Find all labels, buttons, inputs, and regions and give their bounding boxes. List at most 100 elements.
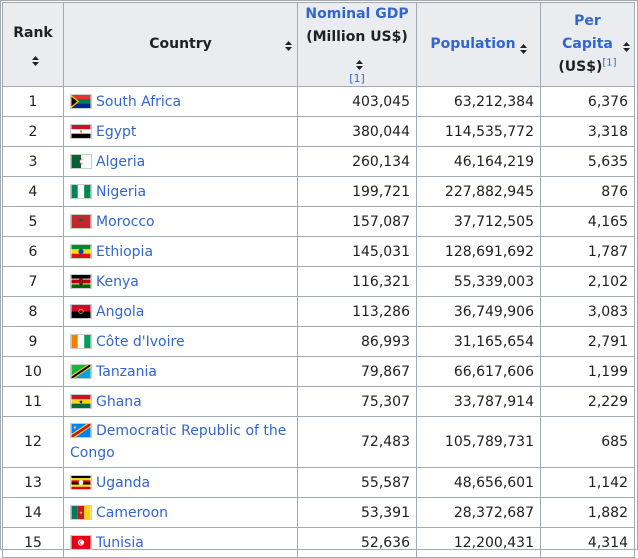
country-cell: Ethiopia — [63, 236, 298, 267]
country-cell: South Africa — [63, 86, 298, 117]
population-header-label[interactable]: Population — [430, 36, 516, 52]
country-link[interactable]: South Africa — [96, 93, 182, 110]
population-cell: 33,787,914 — [416, 386, 541, 417]
sort-arrows-icon[interactable] — [285, 36, 292, 51]
rank-cell: 7 — [2, 266, 64, 297]
rank-cell: 9 — [2, 326, 64, 357]
gdp-cell: 260,134 — [297, 146, 417, 177]
population-cell: 12,200,431 — [416, 527, 541, 558]
sort-arrows-icon[interactable] — [31, 51, 39, 66]
rank-cell: 8 — [2, 296, 64, 327]
gdp-cell: 380,044 — [297, 116, 417, 147]
dr-congo-flag-icon[interactable] — [70, 423, 92, 438]
population-cell: 46,164,219 — [416, 146, 541, 177]
algeria-flag-icon[interactable] — [70, 153, 92, 169]
gdp-cell: 53,391 — [297, 497, 417, 528]
gdp-cell: 75,307 — [297, 386, 417, 417]
gdp-header-line2: (Million US$) — [306, 29, 408, 45]
sort-arrows-icon[interactable] — [355, 55, 363, 70]
per-capita-cell: 1,199 — [540, 356, 635, 387]
country-link[interactable]: Ethiopia — [96, 243, 154, 260]
rank-cell: 1 — [2, 86, 64, 117]
country-link[interactable]: Angola — [96, 303, 145, 320]
sort-arrows-icon[interactable] — [519, 39, 527, 54]
country-link[interactable]: Nigeria — [96, 183, 147, 200]
gdp-cell: 79,867 — [297, 356, 417, 387]
egypt-flag-icon[interactable] — [70, 123, 92, 139]
sort-arrows-icon[interactable] — [623, 37, 630, 52]
table-row: 10 Tanzania 79,867 66,617,606 1,199 — [2, 356, 635, 387]
population-cell: 128,691,692 — [416, 236, 541, 267]
angola-flag-icon[interactable] — [70, 303, 92, 319]
cameroon-flag-icon[interactable] — [70, 504, 92, 520]
cote-divoire-flag-icon[interactable] — [70, 333, 92, 349]
gdp-header-line1[interactable]: Nominal GDP — [305, 6, 409, 22]
rank-cell: 12 — [2, 416, 64, 468]
population-cell: 48,656,601 — [416, 467, 541, 498]
population-cell: 105,789,731 — [416, 416, 541, 468]
gdp-cell: 145,031 — [297, 236, 417, 267]
country-link[interactable]: Kenya — [96, 273, 139, 290]
nigeria-flag-icon[interactable] — [70, 183, 92, 199]
country-cell: Nigeria — [63, 176, 298, 207]
rank-cell: 11 — [2, 386, 64, 417]
per-capita-cell: 3,318 — [540, 116, 635, 147]
table-row: 4 Nigeria 199,721 227,882,945 876 — [2, 176, 635, 207]
gdp-reference-link[interactable]: [1] — [349, 72, 365, 85]
per-capita-cell: 1,142 — [540, 467, 635, 498]
per-capita-header-line1[interactable]: Per — [574, 13, 601, 29]
gdp-cell: 157,087 — [297, 206, 417, 237]
rank-cell: 6 — [2, 236, 64, 267]
south-africa-flag-icon[interactable] — [70, 93, 92, 109]
country-link[interactable]: Cameroon — [96, 504, 169, 521]
country-header-label: Country — [149, 36, 212, 52]
tanzania-flag-icon[interactable] — [70, 363, 92, 379]
rank-header-label: Rank — [13, 24, 53, 41]
rank-cell: 3 — [2, 146, 64, 177]
table-row: 5 Morocco 157,087 37,712,505 4,165 — [2, 206, 635, 237]
morocco-flag-icon[interactable] — [70, 213, 92, 229]
gdp-column-header[interactable]: Nominal GDP (Million US$) [1] — [297, 2, 417, 87]
country-cell: Tunisia — [63, 527, 298, 558]
gdp-cell: 116,321 — [297, 266, 417, 297]
country-link[interactable]: Tunisia — [96, 534, 144, 551]
per-capita-header-line2[interactable]: Capita — [562, 36, 613, 52]
country-link[interactable]: Uganda — [96, 474, 151, 491]
country-column-header[interactable]: Country — [63, 2, 298, 87]
uganda-flag-icon[interactable] — [70, 474, 92, 490]
population-column-header[interactable]: Population — [416, 2, 541, 87]
per-capita-cell: 2,791 — [540, 326, 635, 357]
rank-cell: 2 — [2, 116, 64, 147]
per-capita-cell: 5,635 — [540, 146, 635, 177]
table-row: 15 Tunisia 52,636 12,200,431 4,314 — [2, 527, 635, 558]
population-cell: 227,882,945 — [416, 176, 541, 207]
table-header-row: Rank Country Nominal GDP (Million US$) [… — [2, 2, 635, 87]
per-capita-cell: 6,376 — [540, 86, 635, 117]
kenya-flag-icon[interactable] — [70, 273, 92, 289]
rank-column-header[interactable]: Rank — [2, 2, 64, 87]
tunisia-flag-icon[interactable] — [70, 534, 92, 550]
table-row: 12 Democratic Republic of the Congo 72,483… — [2, 416, 635, 468]
country-link[interactable]: Ghana — [96, 393, 142, 410]
table-body: 1 South Africa 403,045 63,212,384 6,376 2 Egyp… — [2, 86, 635, 558]
gdp-cell: 113,286 — [297, 296, 417, 327]
ethiopia-flag-icon[interactable] — [70, 243, 92, 259]
country-link[interactable]: Tanzania — [96, 363, 157, 380]
country-cell: Morocco — [63, 206, 298, 237]
gdp-cell: 86,993 — [297, 326, 417, 357]
gdp-cell: 72,483 — [297, 416, 417, 468]
country-link[interactable]: Egypt — [96, 123, 137, 140]
country-link[interactable]: Morocco — [96, 213, 155, 230]
country-cell: Democratic Republic of the Congo — [63, 416, 298, 468]
per-capita-reference-link[interactable]: [1] — [602, 57, 617, 69]
country-cell: Cameroon — [63, 497, 298, 528]
country-link[interactable]: Côte d'Ivoire — [96, 333, 185, 350]
country-link[interactable]: Democratic Republic of the Congo — [70, 423, 287, 461]
rank-cell: 14 — [2, 497, 64, 528]
rank-cell: 13 — [2, 467, 64, 498]
ghana-flag-icon[interactable] — [70, 393, 92, 409]
rank-cell: 4 — [2, 176, 64, 207]
country-link[interactable]: Algeria — [96, 153, 146, 170]
per-capita-column-header[interactable]: Per Capita (US$)[1] — [540, 2, 635, 87]
per-capita-cell: 2,102 — [540, 266, 635, 297]
